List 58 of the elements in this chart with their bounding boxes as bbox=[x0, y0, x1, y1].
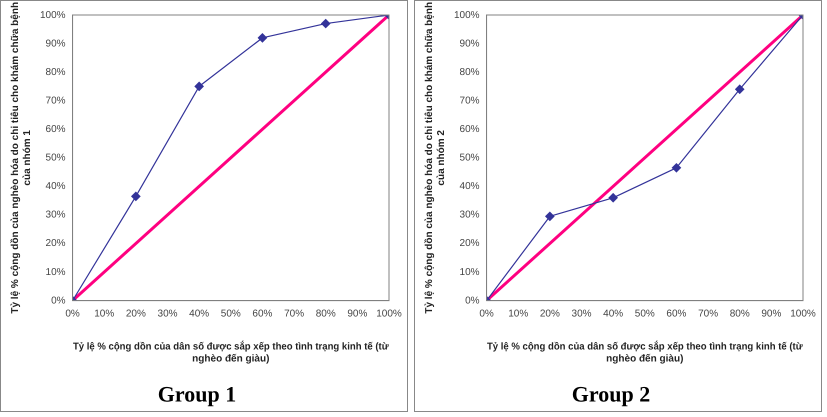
x-tick-label: 10% bbox=[508, 308, 528, 320]
x-tick-label: 90% bbox=[347, 308, 368, 320]
point bbox=[545, 212, 554, 221]
y-tick-label: 20% bbox=[46, 238, 66, 250]
y-axis-title: Tỷ lệ % cộng dồn của nghèo hóa do chi tiêu cho khám chữa bệnh của nhóm 1 bbox=[10, 2, 33, 314]
x-tick-label: 0% bbox=[65, 308, 80, 320]
y-tick-label: 60% bbox=[460, 124, 480, 135]
x-tick-label: 40% bbox=[603, 308, 624, 320]
point bbox=[608, 193, 618, 202]
y-tick-label: 30% bbox=[460, 210, 480, 221]
y-tick-label: 40% bbox=[46, 181, 66, 192]
x-tick-label: 80% bbox=[316, 308, 336, 320]
x-tick-label: 70% bbox=[698, 308, 718, 320]
y-tick-label: 70% bbox=[460, 95, 480, 106]
y-tick-label: 30% bbox=[46, 210, 66, 221]
x-tick-label: 40% bbox=[189, 308, 210, 320]
point bbox=[321, 18, 330, 28]
y-axis-title: Tỷ lệ % cộng dồn của nghèo hóa do chi tiêu cho khám chữa bệnh của nhóm 2 bbox=[424, 2, 447, 314]
x-axis-title: Tỷ lệ % cộng dồn của dân số được sắp xếp theo tình trạng kinh tế (từ nghèo đến giàu) bbox=[486, 340, 804, 364]
y-tick-label: 80% bbox=[460, 66, 480, 78]
x-axis-title: Tỷ lệ % cộng dồn của dân số được sắp xếp theo tình trạng kinh tế (từ nghèo đến giàu) bbox=[72, 340, 390, 364]
x-tick-label: 60% bbox=[666, 308, 687, 320]
text: Group 2 bbox=[572, 381, 650, 406]
point bbox=[672, 163, 682, 172]
x-tick-label: 90% bbox=[761, 308, 782, 320]
point bbox=[131, 192, 140, 201]
x-tick-label: 50% bbox=[634, 308, 655, 320]
y-tick-label: 50% bbox=[460, 152, 480, 164]
x-tick-label: 100% bbox=[790, 308, 816, 320]
x-tick-label: 30% bbox=[157, 308, 178, 320]
y-tick-label: 10% bbox=[46, 266, 66, 278]
x-tick-label: 30% bbox=[571, 308, 592, 320]
point bbox=[194, 82, 204, 91]
point bbox=[258, 33, 268, 42]
x-tick-label: 70% bbox=[284, 308, 304, 320]
y-tick-label: 20% bbox=[460, 238, 480, 250]
x-tick-label: 20% bbox=[540, 308, 560, 320]
x-tick-label: 0% bbox=[479, 308, 494, 320]
x-tick-label: 50% bbox=[220, 308, 241, 320]
y-tick-label: 10% bbox=[460, 266, 480, 278]
y-tick-label: 90% bbox=[460, 38, 480, 50]
x-tick-label: 100% bbox=[376, 308, 402, 320]
y-tick-label: 70% bbox=[46, 95, 66, 106]
y-tick-label: 0% bbox=[51, 295, 66, 306]
x-tick-label: 60% bbox=[252, 308, 273, 320]
y-tick-label: 50% bbox=[46, 152, 66, 164]
y-tick-label: 90% bbox=[46, 38, 66, 50]
point bbox=[735, 84, 744, 94]
y-tick-label: 100% bbox=[454, 10, 480, 21]
y-tick-label: 0% bbox=[465, 295, 480, 306]
y-tick-label: 100% bbox=[40, 10, 66, 21]
x-tick-label: 10% bbox=[94, 308, 114, 320]
y-tick-label: 60% bbox=[46, 124, 66, 135]
text: Group 1 bbox=[158, 381, 236, 406]
x-tick-label: 20% bbox=[126, 308, 146, 320]
y-tick-label: 80% bbox=[46, 66, 66, 78]
y-tick-label: 40% bbox=[460, 181, 480, 192]
x-tick-label: 80% bbox=[730, 308, 750, 320]
